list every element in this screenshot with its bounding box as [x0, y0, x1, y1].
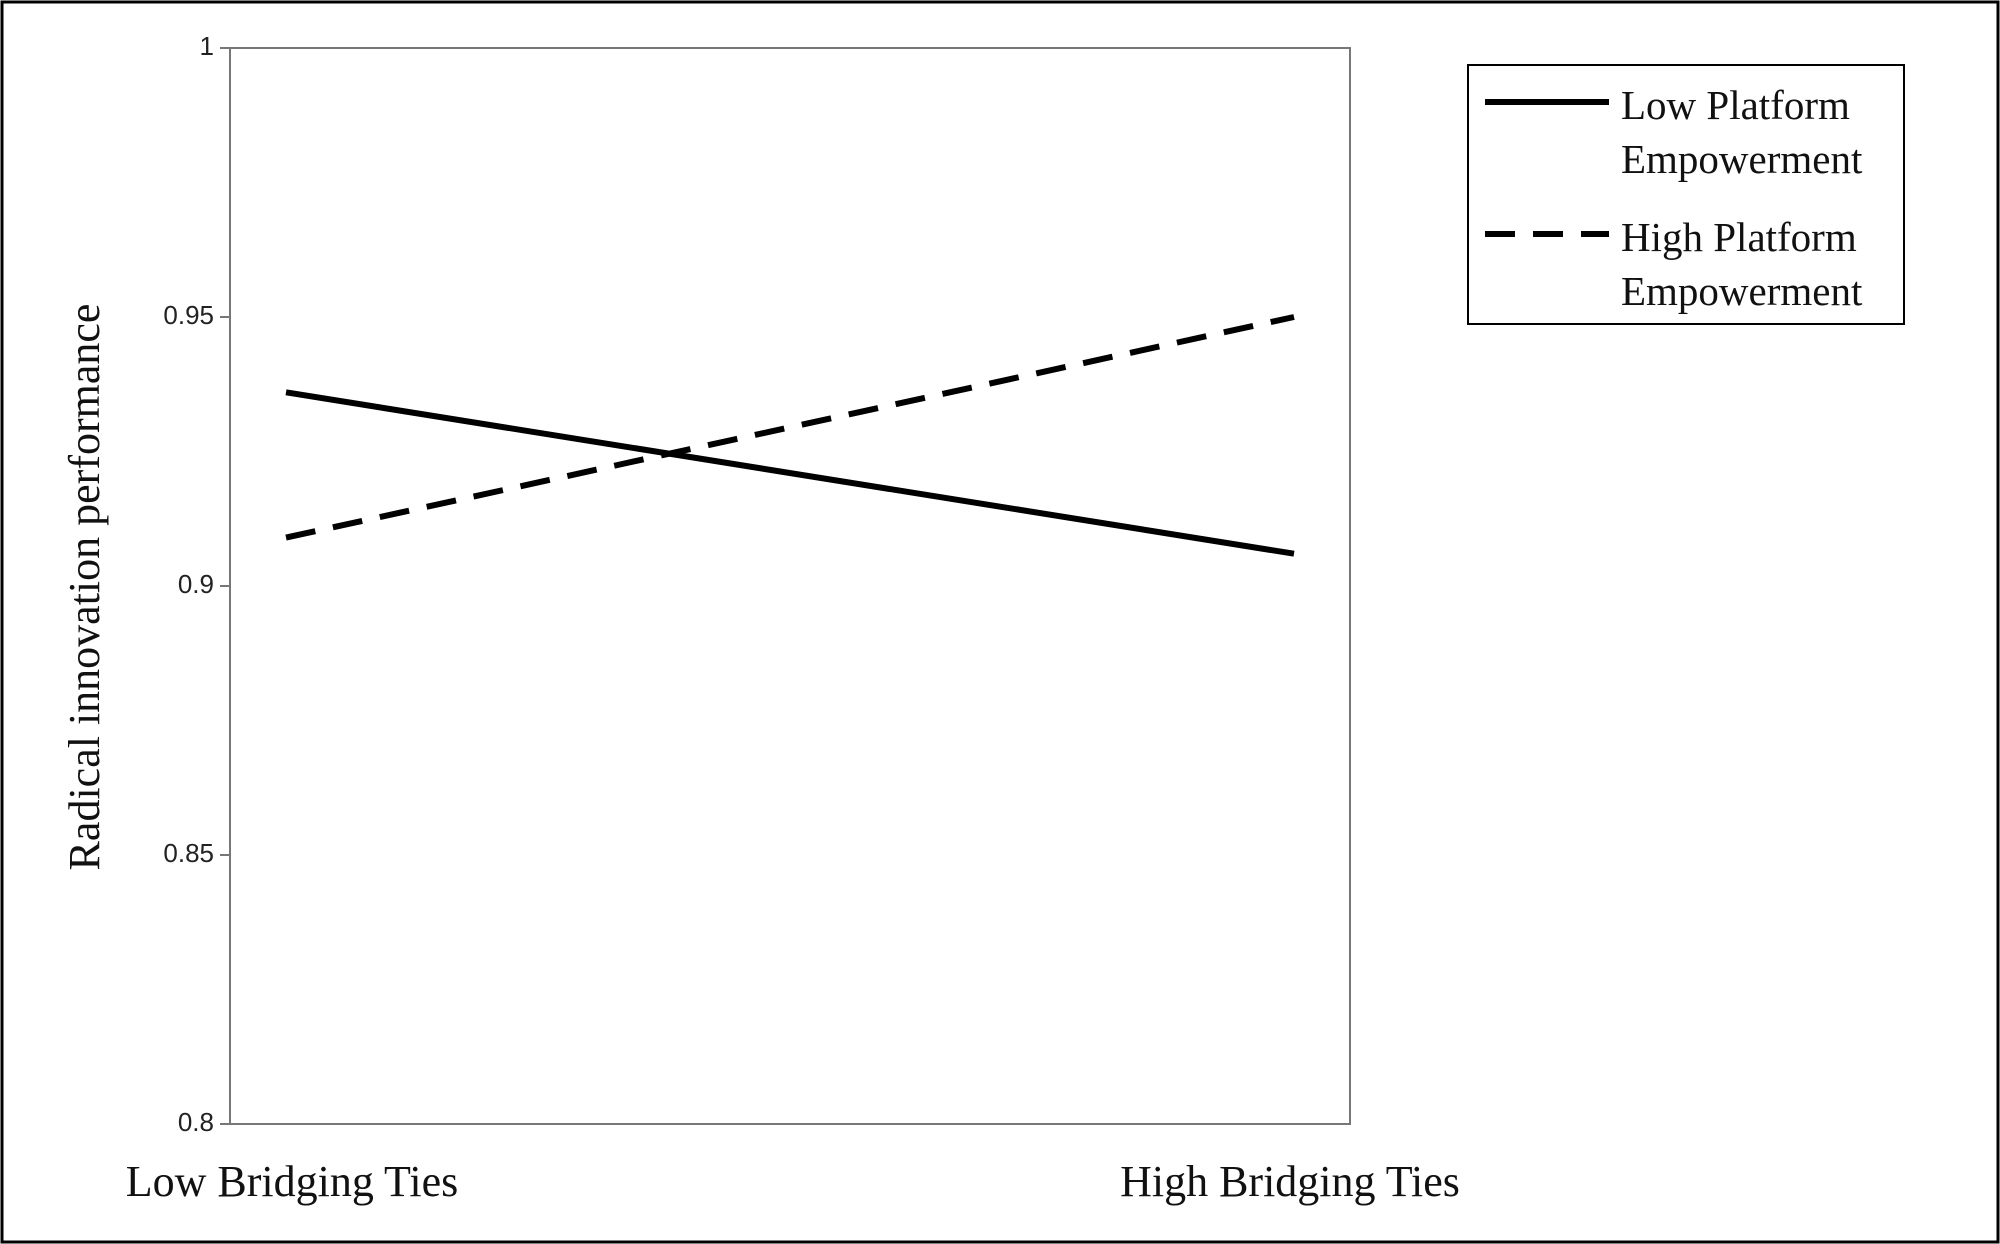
legend-swatch-box	[1485, 99, 1609, 105]
y-tick-label: 1	[200, 31, 214, 61]
series-line	[285, 389, 1295, 557]
legend-label: High Platform Empowerment	[1621, 214, 1863, 314]
series-line	[285, 314, 1295, 541]
y-tick-label: 0.8	[178, 1107, 214, 1137]
legend: Low Platform Empowerment High Platform Em…	[1467, 64, 1905, 325]
plot-area	[229, 47, 1351, 1125]
legend-entry: Low Platform Empowerment	[1481, 72, 1901, 192]
y-tick-label: 0.9	[178, 569, 214, 599]
x-tick-label: Low Bridging Ties	[126, 1157, 459, 1206]
legend-entry: High Platform Empowerment	[1481, 204, 1901, 324]
legend-swatch-box	[1485, 231, 1609, 237]
legend-label: Low Platform Empowerment	[1621, 82, 1863, 182]
y-tick-label: 0.85	[163, 838, 214, 868]
x-tick-label: High Bridging Ties	[1120, 1157, 1460, 1206]
y-tick-label: 0.95	[163, 300, 214, 330]
y-axis-title: Radical innovation performance	[60, 304, 109, 871]
